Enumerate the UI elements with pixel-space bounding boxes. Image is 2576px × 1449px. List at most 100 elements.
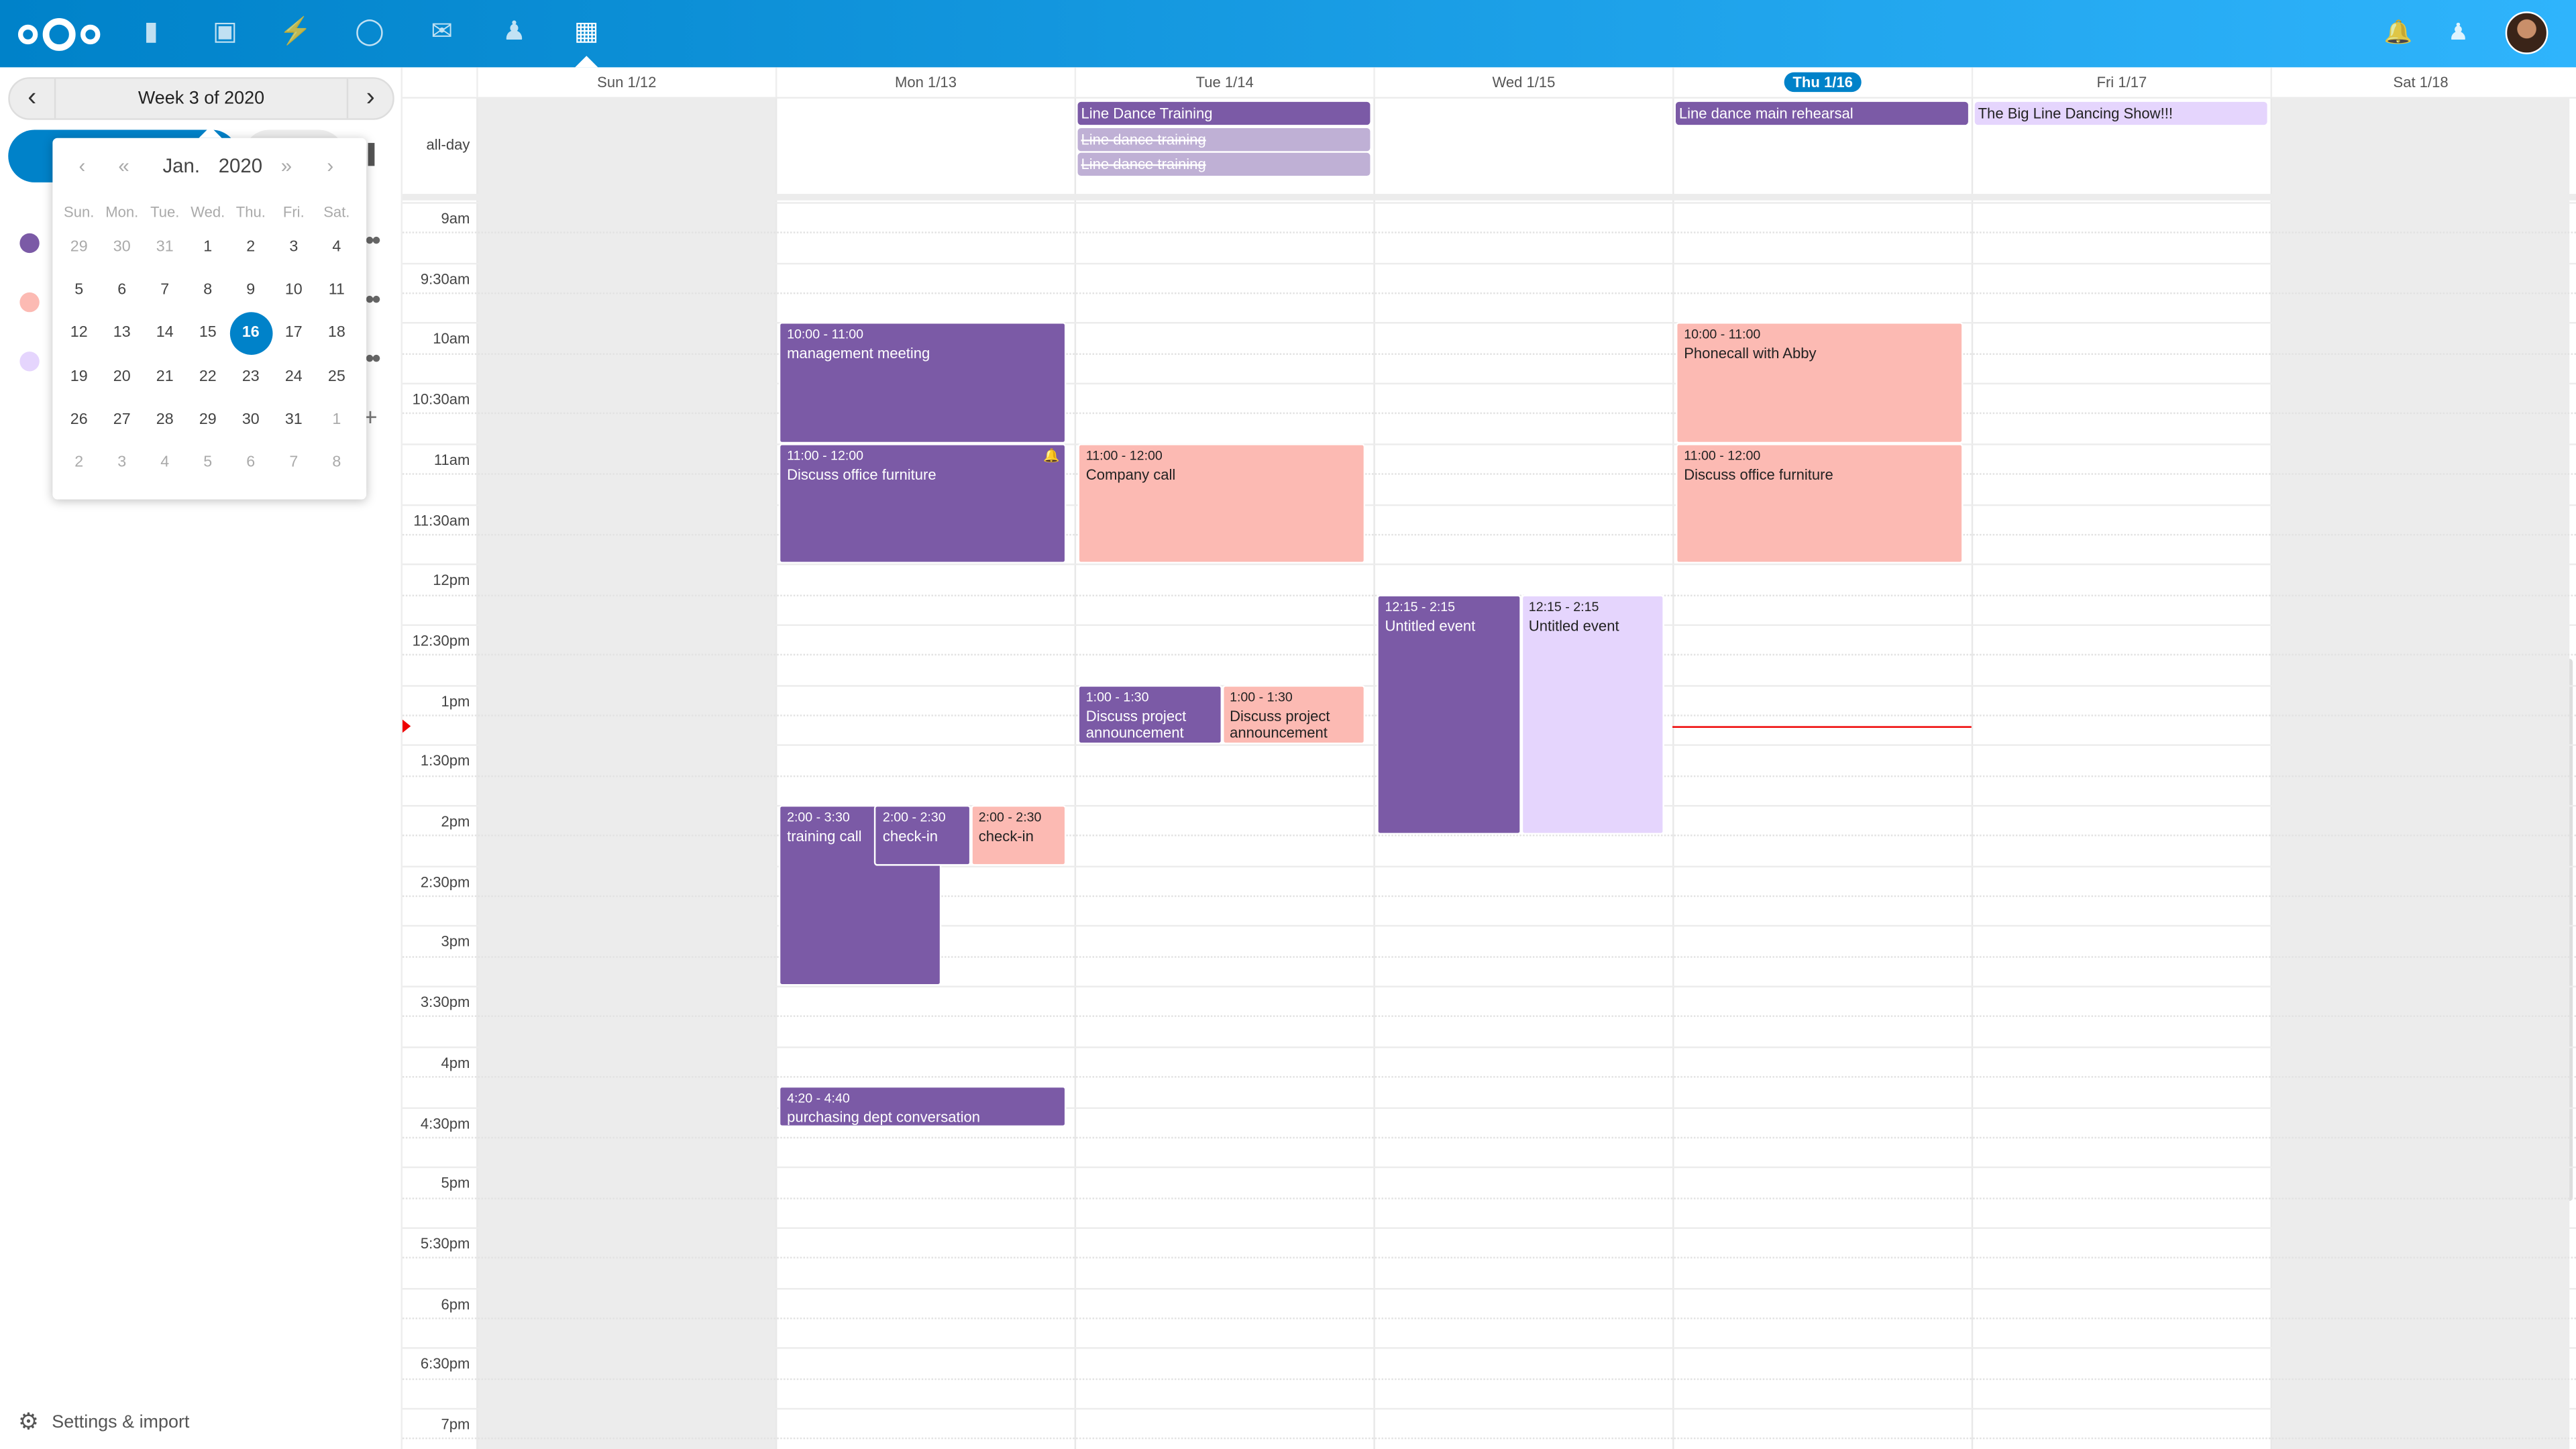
date-cell[interactable]: 1 (315, 398, 358, 441)
calendar-color-dot[interactable] (19, 292, 40, 313)
date-cell[interactable]: 4 (315, 227, 358, 270)
add-calendar-icon[interactable]: + (363, 404, 378, 433)
date-cell[interactable]: 29 (186, 398, 229, 441)
contacts-icon[interactable]: ♟ (502, 17, 527, 46)
all-day-event[interactable]: Line Dance Training (1077, 101, 1371, 125)
next-week-button[interactable]: › (366, 83, 375, 112)
date-cell[interactable]: 17 (272, 313, 315, 356)
calendar-event[interactable]: 11:00 - 12:00 Company call (1077, 443, 1366, 564)
time-gridline (402, 1167, 2576, 1169)
date-cell[interactable]: 6 (229, 442, 272, 485)
date-cell[interactable]: 7 (272, 442, 315, 485)
scrollbar[interactable] (2566, 659, 2573, 1201)
date-cell[interactable]: 26 (58, 398, 101, 441)
date-cell[interactable]: 27 (101, 398, 144, 441)
more-icon[interactable]: ●● (364, 290, 382, 309)
calendar-event[interactable]: 4:20 - 4:40 purchasing dept conversation (778, 1086, 1067, 1127)
settings-button[interactable]: ⚙ Settings & import (18, 1408, 189, 1436)
date-cell[interactable]: 5 (58, 270, 101, 313)
date-cell[interactable]: 4 (144, 442, 186, 485)
day-header[interactable]: Fri 1/17 (1971, 67, 2271, 97)
year-select[interactable]: 2020 (218, 154, 263, 178)
time-label: 3pm (441, 933, 470, 951)
all-day-event[interactable]: Line dance training (1077, 127, 1371, 151)
date-cell[interactable]: 2 (229, 227, 272, 270)
week-label[interactable]: Week 3 of 2020 (54, 78, 349, 119)
date-cell[interactable]: 21 (144, 356, 186, 398)
calendar-event[interactable]: 11:00 - 12:00 Discuss office furniture (1675, 443, 1964, 564)
calendar-event[interactable]: 10:00 - 11:00 Phonecall with Abby (1675, 322, 1964, 443)
date-cell[interactable]: 13 (101, 313, 144, 356)
previous-year-icon[interactable]: « (118, 154, 129, 178)
nextcloud-logo[interactable] (16, 15, 101, 54)
date-cell[interactable]: 31 (144, 227, 186, 270)
calendar-event[interactable]: 2:00 - 2:30 check-in (970, 805, 1067, 865)
date-cell[interactable]: 19 (58, 356, 101, 398)
more-icon[interactable]: ●● (364, 231, 382, 250)
date-cell[interactable]: 18 (315, 313, 358, 356)
all-day-event[interactable]: The Big Line Dancing Show!!! (1974, 101, 2267, 125)
date-cell[interactable]: 6 (101, 270, 144, 313)
calendar-event[interactable]: 1:00 - 1:30 Discuss project announcement (1077, 684, 1222, 745)
month-select[interactable]: Jan. (162, 154, 201, 178)
all-day-event[interactable]: Line dance training (1077, 152, 1371, 176)
date-cell[interactable]: 20 (101, 356, 144, 398)
date-cell[interactable]: 31 (272, 398, 315, 441)
date-cell[interactable]: 11 (315, 270, 358, 313)
calendar-event[interactable]: 12:15 - 2:15 Untitled event (1377, 594, 1521, 835)
talk-icon[interactable]: ◯ (355, 17, 384, 46)
date-cell[interactable]: 23 (229, 356, 272, 398)
date-cell[interactable]: 30 (229, 398, 272, 441)
date-cell[interactable]: 25 (315, 356, 358, 398)
bell-icon: 🔔 (1043, 448, 1060, 464)
day-header[interactable]: Mon 1/13 (775, 67, 1075, 97)
calendar-color-dot[interactable] (19, 352, 40, 372)
next-year-icon[interactable]: » (280, 154, 292, 178)
date-cell[interactable]: 15 (186, 313, 229, 356)
date-cell[interactable]: 28 (144, 398, 186, 441)
date-cell[interactable]: 10 (272, 270, 315, 313)
date-cell[interactable]: 30 (101, 227, 144, 270)
date-cell[interactable]: 2 (58, 442, 101, 485)
calendar-event[interactable]: 11:00 - 12:00 Discuss office furniture 🔔 (778, 443, 1067, 564)
day-header[interactable]: Sun 1/12 (476, 67, 775, 97)
next-month-icon[interactable]: › (327, 154, 334, 178)
calendar-event[interactable]: 12:15 - 2:15 Untitled event (1520, 594, 1664, 835)
date-cell[interactable]: 14 (144, 313, 186, 356)
contacts-menu-icon[interactable]: ♟ (2448, 17, 2469, 45)
calendar-icon[interactable]: ▦ (574, 17, 599, 46)
more-icon[interactable]: ●● (364, 350, 382, 368)
notifications-icon[interactable]: 🔔 (2383, 17, 2413, 45)
date-cell[interactable]: 1 (186, 227, 229, 270)
previous-week-button[interactable]: ‹ (28, 83, 37, 112)
date-cell[interactable]: 3 (272, 227, 315, 270)
day-header[interactable]: Tue 1/14 (1074, 67, 1374, 97)
image-icon[interactable]: ▣ (212, 17, 238, 46)
date-cell[interactable]: 24 (272, 356, 315, 398)
date-cell[interactable]: 8 (186, 270, 229, 313)
day-header[interactable]: Sat 1/18 (2270, 67, 2570, 97)
all-day-event[interactable]: Line dance main rehearsal (1675, 101, 1968, 125)
date-cell[interactable]: 29 (58, 227, 101, 270)
folder-icon[interactable]: ▮ (144, 17, 159, 46)
calendar-event[interactable]: 10:00 - 11:00 management meeting (778, 322, 1067, 443)
avatar[interactable] (2505, 11, 2548, 54)
mail-icon[interactable]: ✉ (431, 17, 453, 46)
active-app-indicator (575, 56, 598, 68)
previous-month-icon[interactable]: ‹ (78, 154, 86, 178)
date-cell[interactable]: 7 (144, 270, 186, 313)
date-cell[interactable]: 12 (58, 313, 101, 356)
day-header[interactable]: Wed 1/15 (1373, 67, 1672, 97)
calendar-event[interactable]: 1:00 - 1:30 Discuss project announcement (1221, 684, 1366, 745)
date-cell[interactable]: 16 (229, 313, 272, 356)
date-cell[interactable]: 22 (186, 356, 229, 398)
date-cell[interactable]: 3 (101, 442, 144, 485)
date-cell[interactable]: 9 (229, 270, 272, 313)
day-header[interactable]: Thu 1/16 (1672, 67, 1972, 97)
scrollbar[interactable] (368, 143, 375, 166)
date-cell[interactable]: 5 (186, 442, 229, 485)
lightning-icon[interactable]: ⚡ (279, 17, 313, 46)
calendar-color-dot[interactable] (19, 233, 40, 254)
date-cell[interactable]: 8 (315, 442, 358, 485)
calendar-event[interactable]: 2:00 - 2:30 check-in (874, 805, 971, 865)
